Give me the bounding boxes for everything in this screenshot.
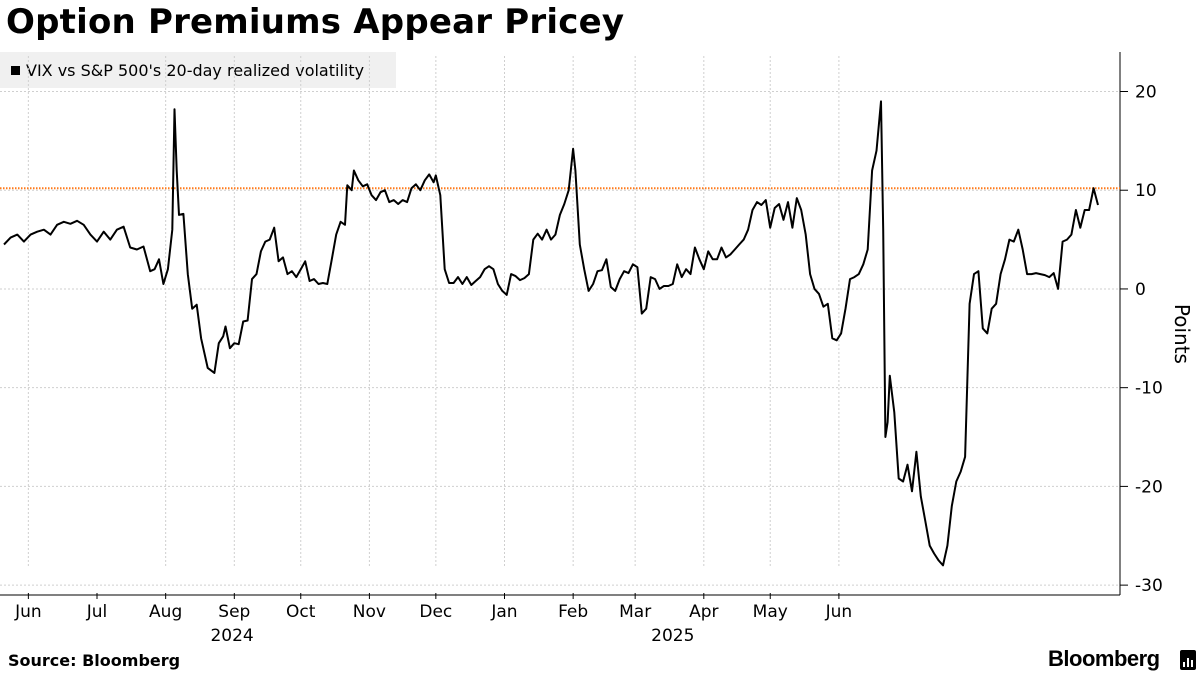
x-tick-label: Aug (149, 602, 182, 622)
y-axis-title: Points (1170, 304, 1194, 364)
x-tick-label: Jul (86, 602, 108, 622)
y-tick-label: -20 (1135, 477, 1163, 497)
x-tick-label: Jun (14, 602, 42, 622)
x-tick-label: Jun (825, 602, 853, 622)
x-tick-label: Nov (353, 602, 386, 622)
source-note: Source: Bloomberg (8, 651, 181, 670)
x-tick-label: Sep (218, 602, 250, 622)
legend-label: VIX vs S&P 500's 20-day realized volatil… (26, 61, 365, 80)
legend-swatch (11, 66, 20, 75)
x-tick-label: Jan (490, 602, 517, 622)
x-tick-label: May (753, 602, 788, 622)
x-tick-label: Mar (619, 602, 651, 622)
bloomberg-chart-icon (1180, 650, 1196, 670)
brand-logo: Bloomberg (1048, 646, 1160, 671)
y-tick-label: -10 (1135, 379, 1163, 399)
x-tick-label: Feb (558, 602, 588, 622)
series-line (3, 100, 1099, 567)
y-tick-label: 10 (1135, 181, 1157, 201)
x-tick-label: Dec (419, 602, 452, 622)
y-tick-label: 0 (1135, 280, 1146, 300)
x-tick-label: Apr (689, 602, 718, 622)
y-tick-label: 20 (1135, 82, 1157, 102)
y-tick-label: -30 (1135, 576, 1163, 596)
x-tick-label: Oct (286, 602, 316, 622)
x-year-label: 2025 (651, 626, 694, 646)
legend: VIX vs S&P 500's 20-day realized volatil… (0, 52, 396, 88)
chart-title: Option Premiums Appear Pricey (6, 2, 625, 42)
x-year-label: 2024 (210, 626, 253, 646)
